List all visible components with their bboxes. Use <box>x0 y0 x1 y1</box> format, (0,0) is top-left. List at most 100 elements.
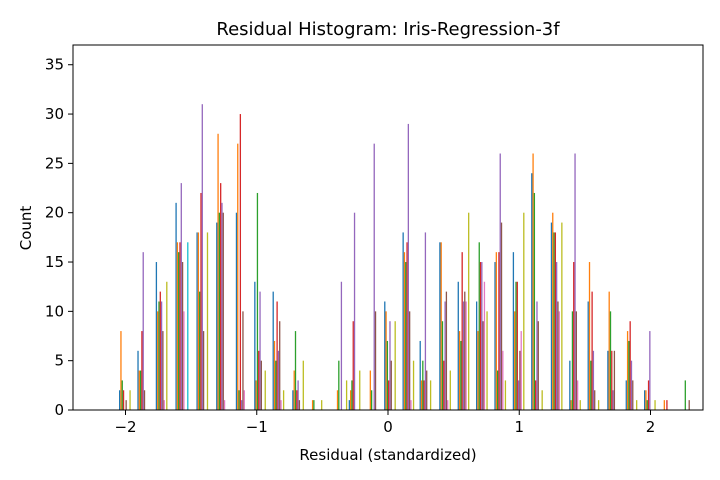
histogram-bar <box>178 252 180 410</box>
histogram-bar <box>296 390 298 410</box>
histogram-bar <box>183 311 185 410</box>
histogram-bar <box>216 222 218 410</box>
histogram-bar <box>591 291 593 410</box>
histogram-bar <box>519 350 521 410</box>
y-axis-ticks: 0 5 10 15 20 25 30 35 <box>45 56 73 419</box>
x-tick-label: 2 <box>646 418 656 436</box>
histogram-bar <box>458 331 461 410</box>
histogram-bar <box>520 331 522 410</box>
histogram-bar <box>158 301 160 410</box>
histogram-bar <box>536 301 538 410</box>
x-tick-label: 1 <box>514 418 524 436</box>
histogram-bar <box>424 232 427 410</box>
histogram-bar <box>654 400 656 410</box>
histogram-bar <box>445 291 448 410</box>
histogram-bar <box>516 281 518 410</box>
histogram-bar <box>340 281 343 410</box>
histogram-bar <box>298 400 301 410</box>
histogram-bar <box>476 301 478 410</box>
histogram-bar <box>541 390 543 410</box>
histogram-bar <box>494 262 496 410</box>
histogram-bar <box>241 400 243 410</box>
histogram-bar <box>138 370 140 410</box>
histogram-bar <box>499 153 501 410</box>
histogram-bar <box>239 114 242 411</box>
histogram-bar <box>199 291 201 410</box>
histogram-bar <box>220 183 222 410</box>
histogram-bar <box>180 183 182 410</box>
histogram-bar <box>237 143 239 410</box>
histogram-bar <box>498 252 500 410</box>
histogram-bar <box>477 331 479 410</box>
histogram-bar <box>218 212 221 410</box>
histogram-bar <box>483 281 486 410</box>
histogram-bar <box>426 370 428 410</box>
histogram-bar <box>684 380 686 410</box>
histogram-bar <box>254 281 256 410</box>
histogram-bar <box>558 311 560 410</box>
histogram-bar <box>238 390 240 410</box>
histogram-bar <box>460 340 462 410</box>
histogram-bar <box>630 360 633 410</box>
histogram-bar <box>531 173 533 410</box>
histogram-bar <box>449 370 451 410</box>
histogram-bar <box>311 400 314 410</box>
histogram-bar <box>222 212 224 410</box>
histogram-bar <box>187 242 189 410</box>
histogram-bar <box>626 331 629 410</box>
histogram-bar <box>553 232 555 410</box>
histogram-bar <box>482 321 484 410</box>
histogram-bar <box>122 390 125 410</box>
histogram-bar <box>256 192 259 410</box>
histogram-bar <box>523 212 525 410</box>
histogram-bar <box>181 262 184 410</box>
histogram-bar <box>590 360 592 410</box>
histogram-bar <box>576 380 579 410</box>
chart-title: Residual Histogram: Iris-Regression-3f <box>216 19 560 40</box>
histogram-bar <box>533 192 536 410</box>
histogram-bar <box>515 281 517 410</box>
histogram-bar <box>243 390 245 410</box>
histogram-bar <box>384 301 386 410</box>
histogram-bar <box>552 212 554 410</box>
histogram-bar <box>594 390 596 410</box>
histogram-bar <box>386 340 389 410</box>
histogram-bar <box>597 400 600 410</box>
plot-frame <box>72 44 704 411</box>
histogram-bar <box>280 400 282 410</box>
histogram-bar <box>293 370 295 410</box>
histogram-bar <box>119 390 121 410</box>
histogram-bar <box>390 360 392 410</box>
histogram-bar <box>409 311 411 410</box>
histogram-bar <box>179 242 181 410</box>
histogram-bar <box>197 232 200 410</box>
histogram-bar <box>645 390 647 410</box>
histogram-bar <box>142 252 144 410</box>
histogram-bar <box>636 400 638 410</box>
histogram-bar <box>422 360 424 410</box>
histogram-bar <box>374 311 377 410</box>
histogram-bar <box>258 350 260 410</box>
histogram-bar <box>279 321 281 410</box>
histogram-bar <box>443 360 445 410</box>
histogram-bar <box>532 153 534 410</box>
histogram-bar <box>406 242 408 410</box>
histogram-bar <box>561 222 563 410</box>
histogram-bar <box>419 340 421 410</box>
histogram-bar <box>649 331 651 410</box>
histogram-bar <box>275 360 277 410</box>
histogram-bar <box>512 252 515 410</box>
y-tick-label: 15 <box>45 253 64 271</box>
histogram-bar <box>120 331 122 410</box>
histogram-bar <box>496 370 499 410</box>
y-axis-label: Count <box>17 206 35 251</box>
y-tick-label: 35 <box>45 56 64 74</box>
y-tick-label: 10 <box>45 302 64 320</box>
histogram-bar <box>587 301 589 410</box>
x-tick-label: 0 <box>383 418 393 436</box>
histogram-bar <box>410 400 412 410</box>
histogram-bar <box>282 390 285 410</box>
histogram-bar <box>200 192 202 410</box>
histogram-bar <box>137 350 139 410</box>
histogram-bar <box>259 291 261 410</box>
